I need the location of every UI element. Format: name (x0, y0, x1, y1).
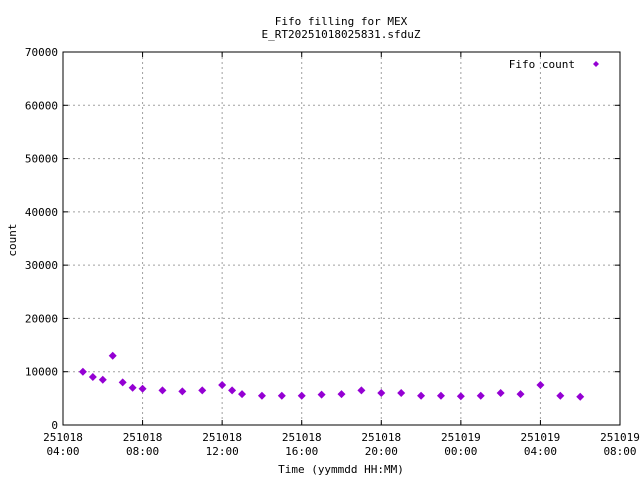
x-tick-time: 04:00 (524, 445, 557, 458)
data-point (238, 390, 247, 399)
data-point (536, 381, 545, 390)
data-point (337, 390, 346, 399)
x-tick-time: 20:00 (365, 445, 398, 458)
y-tick-label: 10000 (25, 366, 58, 379)
x-tick-time: 12:00 (206, 445, 239, 458)
x-tick-date: 251019 (600, 431, 640, 444)
grid (63, 52, 620, 425)
data-points (78, 351, 585, 401)
data-point (88, 373, 97, 382)
data-point (417, 391, 426, 400)
y-tick-label: 60000 (25, 99, 58, 112)
data-point (377, 389, 386, 398)
data-point (397, 389, 406, 398)
data-point (228, 386, 237, 395)
legend-label: Fifo count (509, 58, 575, 71)
data-point (277, 391, 286, 400)
x-tick-time: 16:00 (285, 445, 318, 458)
data-point (576, 392, 585, 401)
y-tick-label: 70000 (25, 46, 58, 59)
x-tick-date: 251019 (521, 431, 561, 444)
chart-title: Fifo filling for MEX (275, 15, 408, 28)
x-tick-date: 251018 (43, 431, 83, 444)
data-point (118, 378, 127, 387)
data-point (436, 391, 445, 400)
data-point (556, 391, 565, 400)
x-axis-label: Time (yymmdd HH:MM) (278, 463, 404, 476)
x-tick-time: 08:00 (126, 445, 159, 458)
data-point (98, 375, 107, 384)
x-tick-date: 251018 (123, 431, 163, 444)
data-point (476, 391, 485, 400)
axis-ticks: 0 10000 20000 30000 40000 50000 60000 70000 2510… (25, 46, 640, 458)
x-tick-date: 251018 (361, 431, 401, 444)
data-point (317, 390, 326, 399)
x-tick-time: 08:00 (603, 445, 636, 458)
chart-subtitle: E_RT20251018025831.sfduZ (262, 28, 421, 41)
y-tick-label: 20000 (25, 312, 58, 325)
x-tick-time: 04:00 (46, 445, 79, 458)
data-point (516, 390, 525, 399)
y-tick-label: 0 (51, 419, 58, 432)
data-point (496, 389, 505, 398)
data-point (138, 384, 147, 393)
x-tick-date: 251019 (441, 431, 481, 444)
data-point (108, 351, 117, 360)
y-tick-label: 30000 (25, 259, 58, 272)
data-point (297, 391, 306, 400)
data-point (218, 381, 227, 390)
x-tick-date: 251018 (282, 431, 322, 444)
y-axis-label: count (6, 223, 19, 256)
legend-marker (593, 61, 599, 67)
data-point (78, 367, 87, 376)
y-tick-label: 50000 (25, 153, 58, 166)
y-tick-label: 40000 (25, 206, 58, 219)
x-tick-time: 00:00 (444, 445, 477, 458)
legend: Fifo count (509, 58, 599, 71)
plot-frame (62, 51, 621, 426)
data-point (257, 391, 266, 400)
data-point (178, 387, 187, 396)
data-point (357, 386, 366, 395)
data-point (158, 386, 167, 395)
data-point (128, 383, 137, 392)
data-point (198, 386, 207, 395)
x-tick-date: 251018 (202, 431, 242, 444)
data-point (456, 392, 465, 401)
